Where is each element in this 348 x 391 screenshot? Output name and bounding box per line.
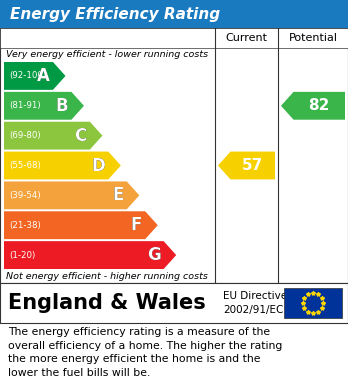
Polygon shape: [4, 92, 84, 120]
Text: 82: 82: [309, 98, 330, 113]
Text: G: G: [147, 246, 161, 264]
Bar: [0, 0, 348, 28]
Text: A: A: [37, 67, 50, 85]
Polygon shape: [281, 92, 345, 120]
Bar: [0, 283, 348, 323]
Text: C: C: [74, 127, 87, 145]
Bar: [0, 28, 348, 283]
Polygon shape: [4, 241, 176, 269]
Text: A: A: [37, 67, 50, 85]
Text: The energy efficiency rating is a measure of the
overall efficiency of a home. T: The energy efficiency rating is a measur…: [8, 327, 282, 378]
Text: F: F: [131, 216, 142, 234]
Text: E: E: [112, 187, 124, 204]
Bar: [284, 288, 342, 318]
Polygon shape: [4, 122, 102, 150]
Text: (39-54): (39-54): [9, 191, 41, 200]
Text: D: D: [92, 156, 105, 174]
Polygon shape: [4, 152, 121, 179]
Text: F: F: [131, 216, 142, 234]
Bar: [0, 28, 348, 48]
Text: Very energy efficient - lower running costs: Very energy efficient - lower running co…: [6, 50, 208, 59]
Text: Current: Current: [226, 33, 268, 43]
Text: 57: 57: [242, 158, 263, 173]
Text: (81-91): (81-91): [9, 101, 41, 110]
Text: EU Directive
2002/91/EC: EU Directive 2002/91/EC: [223, 291, 287, 315]
Text: Energy Efficiency Rating: Energy Efficiency Rating: [10, 7, 220, 22]
Text: England & Wales: England & Wales: [8, 293, 206, 313]
Polygon shape: [4, 62, 65, 90]
Text: Not energy efficient - higher running costs: Not energy efficient - higher running co…: [6, 272, 208, 281]
Text: (21-38): (21-38): [9, 221, 41, 230]
Text: G: G: [147, 246, 161, 264]
Polygon shape: [4, 211, 158, 239]
Text: Potential: Potential: [288, 33, 338, 43]
Text: (69-80): (69-80): [9, 131, 41, 140]
Text: D: D: [92, 156, 105, 174]
Text: E: E: [112, 187, 124, 204]
Text: (1-20): (1-20): [9, 251, 35, 260]
Text: (55-68): (55-68): [9, 161, 41, 170]
Text: B: B: [56, 97, 69, 115]
Text: B: B: [56, 97, 69, 115]
Text: (92-100): (92-100): [9, 72, 46, 81]
Polygon shape: [218, 152, 275, 179]
Text: C: C: [74, 127, 87, 145]
Polygon shape: [4, 181, 139, 209]
